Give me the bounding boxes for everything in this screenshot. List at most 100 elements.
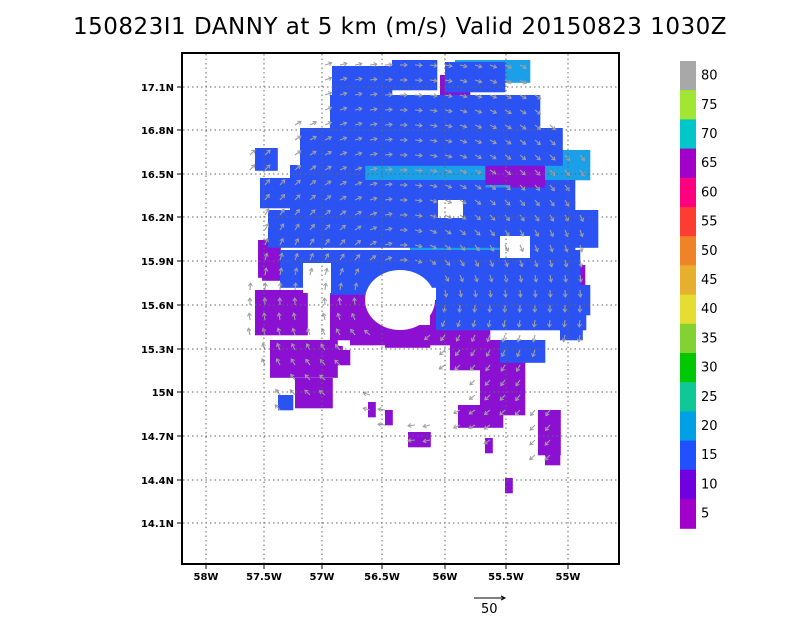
wind-cell: [522, 75, 531, 83]
wind-cell: [487, 110, 496, 118]
wind-cell: [292, 320, 301, 328]
wind-cell: [510, 370, 518, 378]
wind-vector: [519, 199, 525, 206]
wind-vector: [444, 244, 451, 250]
wind-cell: [380, 165, 388, 173]
wind-cell: [399, 67, 408, 76]
wind-vector: [279, 208, 285, 216]
wind-cell: [465, 125, 473, 133]
wind-cell: [268, 210, 276, 218]
wind-cell: [590, 225, 599, 233]
wind-cell: [300, 143, 308, 151]
wind-vector: [534, 124, 541, 130]
wind-vector: [459, 139, 467, 144]
map-title: 150823I1 DANNY at 5 km (m/s) Valid 20150…: [72, 14, 728, 40]
wind-cell: [384, 81, 393, 89]
wind-vector: [487, 319, 491, 327]
wind-cell: [495, 412, 504, 421]
wind-cell: [395, 172, 403, 181]
wind-cell: [403, 217, 411, 226]
wind-cell: [317, 400, 326, 409]
wind-vector: [504, 259, 509, 267]
colorbar-label: 60: [701, 185, 718, 200]
wind-cell: [278, 395, 286, 403]
wind-cell: [432, 165, 441, 173]
wind-cell: [330, 295, 338, 303]
wind-vector-head: [373, 136, 378, 142]
wind-cell: [357, 337, 366, 346]
wind-vector: [459, 124, 467, 128]
wind-vector-head: [551, 141, 556, 146]
wind-vector: [515, 394, 521, 401]
wind-cell: [518, 322, 527, 331]
wind-vector-head: [576, 338, 582, 343]
wind-cell: [568, 210, 576, 218]
wind-vector: [363, 407, 371, 411]
wind-cell: [507, 75, 516, 83]
wind-cell: [367, 317, 376, 326]
wind-vector-head: [354, 268, 360, 273]
wind-cell: [485, 187, 493, 196]
wind-cell: [382, 110, 391, 118]
wind-vector: [309, 180, 316, 186]
wind-vector: [279, 282, 282, 291]
wind-cell: [312, 180, 321, 188]
wind-cell: [512, 280, 521, 288]
wind-vector: [489, 94, 497, 99]
wind-cell: [463, 210, 471, 218]
wind-cell: [367, 125, 376, 133]
wind-vector-head: [478, 63, 483, 69]
wind-cell: [517, 377, 526, 386]
wind-cell: [337, 110, 346, 118]
wind-vector: [353, 297, 356, 306]
wind-cell: [507, 172, 516, 181]
wind-cell: [365, 337, 373, 346]
wind-cell: [522, 347, 531, 356]
wind-cell: [430, 280, 438, 288]
wind-cell: [571, 285, 579, 293]
wind-cell: [277, 362, 286, 371]
wind-cell: [451, 322, 459, 331]
wind-cell: [268, 240, 276, 248]
wind-vector-head: [403, 122, 408, 128]
wind-vector-head: [312, 150, 317, 155]
wind-vector: [324, 283, 327, 291]
wind-cell: [472, 102, 481, 111]
wind-cell: [541, 285, 549, 293]
wind-cell: [575, 332, 583, 341]
wind-cell: [268, 225, 276, 233]
wind-vector: [354, 107, 362, 111]
wind-cell: [525, 117, 533, 126]
wind-vector-head: [536, 171, 541, 176]
wind-vector: [354, 63, 363, 66]
wind-cell: [537, 340, 546, 348]
wind-vector-head: [407, 438, 412, 443]
wind-vector: [459, 79, 467, 83]
wind-cell: [560, 217, 569, 226]
wind-cell: [537, 347, 546, 356]
wind-cell: [412, 95, 421, 103]
wind-vector: [249, 282, 252, 291]
wind-cell: [297, 195, 306, 203]
wind-cell: [384, 66, 393, 74]
wind-cell: [548, 307, 557, 316]
wind-vector-head: [292, 297, 298, 302]
wind-vector: [438, 364, 446, 370]
wind-vector: [369, 226, 377, 231]
wind-vector: [519, 124, 527, 130]
wind-vector-head: [342, 121, 348, 126]
wind-vector: [457, 319, 461, 327]
wind-cell: [335, 357, 343, 366]
wind-cell: [337, 317, 346, 326]
wind-cell: [300, 347, 308, 356]
wind-vector-head: [536, 156, 541, 161]
wind-cell: [305, 165, 313, 173]
colorbar-label: 70: [701, 127, 718, 142]
wind-cell: [445, 272, 453, 281]
wind-vector-head: [448, 93, 453, 99]
wind-vector: [319, 359, 326, 366]
wind-cell: [466, 315, 474, 323]
wind-cell: [547, 150, 556, 159]
wind-vector-head: [447, 184, 453, 189]
wind-cell: [497, 257, 506, 266]
